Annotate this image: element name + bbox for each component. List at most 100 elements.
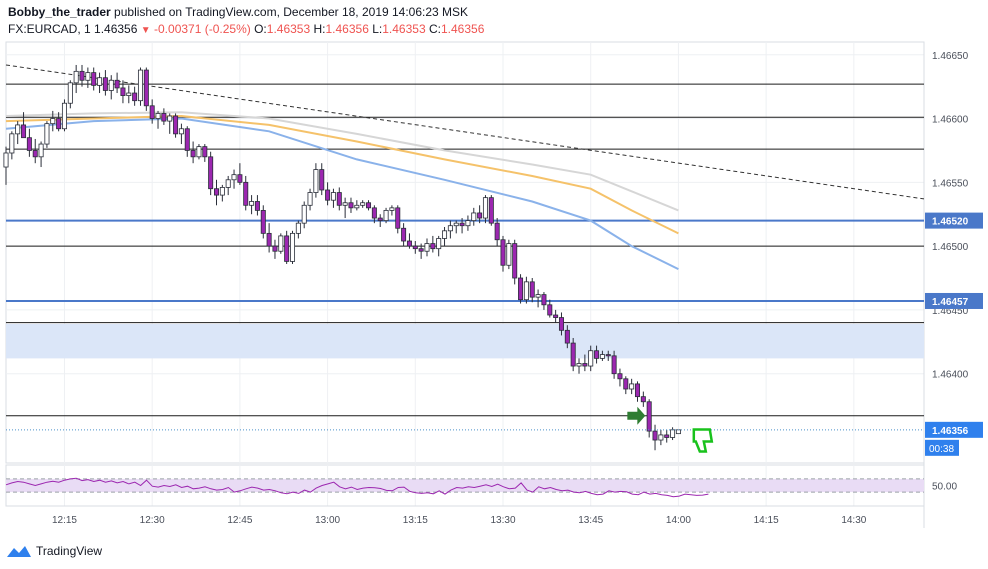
candle [313,163,319,198]
candle [360,200,366,208]
candle [430,235,436,253]
candle-body [547,304,553,316]
candle-body [50,118,56,125]
candle [196,144,202,160]
candle [617,368,623,387]
candle-body [9,133,15,154]
candle [85,67,91,88]
candle [21,112,27,139]
candle [436,235,442,257]
countdown-box [925,439,959,456]
price-label-box [925,421,983,438]
price-change: -0.00371 (-0.25%) [154,22,251,36]
candle [412,241,418,254]
candle [418,243,424,259]
candle [494,218,500,247]
candle [15,121,21,145]
candle-body [582,363,588,367]
candle [576,358,582,374]
candle [605,350,611,361]
candle-body [570,342,576,367]
time-tick-label: 14:15 [754,515,779,526]
candle [9,131,15,160]
candle [330,188,336,208]
candle-body [348,202,354,209]
brand-name[interactable]: TradingView [36,544,103,558]
candle-body [459,222,465,227]
candle-body [108,79,114,91]
candle-body [652,430,658,441]
candle-body [137,69,143,102]
candle-body [664,434,670,438]
candle [477,205,483,224]
candle-body [290,232,296,262]
candle [61,99,67,132]
candle-body [377,217,383,222]
moving-average-line [5,114,679,235]
candle [295,220,301,239]
candle [535,289,541,308]
moving-average-line [5,111,679,212]
price-tick-label: 1.46400 [932,370,969,381]
candle [664,429,670,443]
candle [547,299,553,318]
rsi-band [6,478,924,493]
time-tick-label: 13:15 [403,515,428,526]
candle [132,86,138,106]
ohlc-line: FX:EURCAD, 1 1.46356 ▼ -0.00371 (-0.25%)… [8,21,908,39]
candle [237,163,243,185]
candle [167,113,173,134]
candle-body [114,79,120,89]
candle-body [319,169,325,191]
candle [44,121,50,148]
candle [155,110,161,129]
price-label-box [925,292,983,309]
candle-body [167,115,173,122]
candle-body [658,434,664,441]
candle [79,64,85,87]
candle-body [395,207,401,229]
candle-body [342,202,348,206]
candle-body [494,222,500,241]
candle-body [453,222,459,227]
candle-body [518,277,524,301]
price-label-text: 1.46457 [932,297,969,308]
candle [173,113,179,138]
candle [202,144,208,162]
down-triangle-icon: ▼ [140,25,151,36]
candle-body [646,401,652,432]
countdown-text: 00:38 [929,444,954,455]
candle-body [325,189,331,201]
candle-body [436,238,442,250]
author-name[interactable]: Bobby_the_trader [8,5,111,19]
candle-body [61,102,67,130]
candle [97,72,103,94]
candle-body [266,232,272,247]
candle-body [529,281,535,298]
candle-body [79,70,85,81]
candle [459,218,465,234]
tradingview-logo-icon[interactable] [6,543,32,559]
candle-body [126,92,132,96]
candle-body [482,197,488,219]
candle-body [85,72,91,81]
candle-body [38,143,44,158]
support-zone [6,323,924,359]
candle-body [196,146,202,158]
candle [558,312,564,336]
candle-body [424,243,430,252]
candle [640,391,646,407]
candle-body [564,329,570,344]
candle [91,67,97,91]
candle [366,200,372,211]
candle-body [32,150,38,158]
candle [272,239,278,259]
candle [675,429,681,435]
candle [213,179,219,206]
candle [518,274,524,304]
candle [301,201,307,229]
candle-body [190,150,196,158]
candle-body [605,354,611,357]
candle-body [523,281,529,301]
